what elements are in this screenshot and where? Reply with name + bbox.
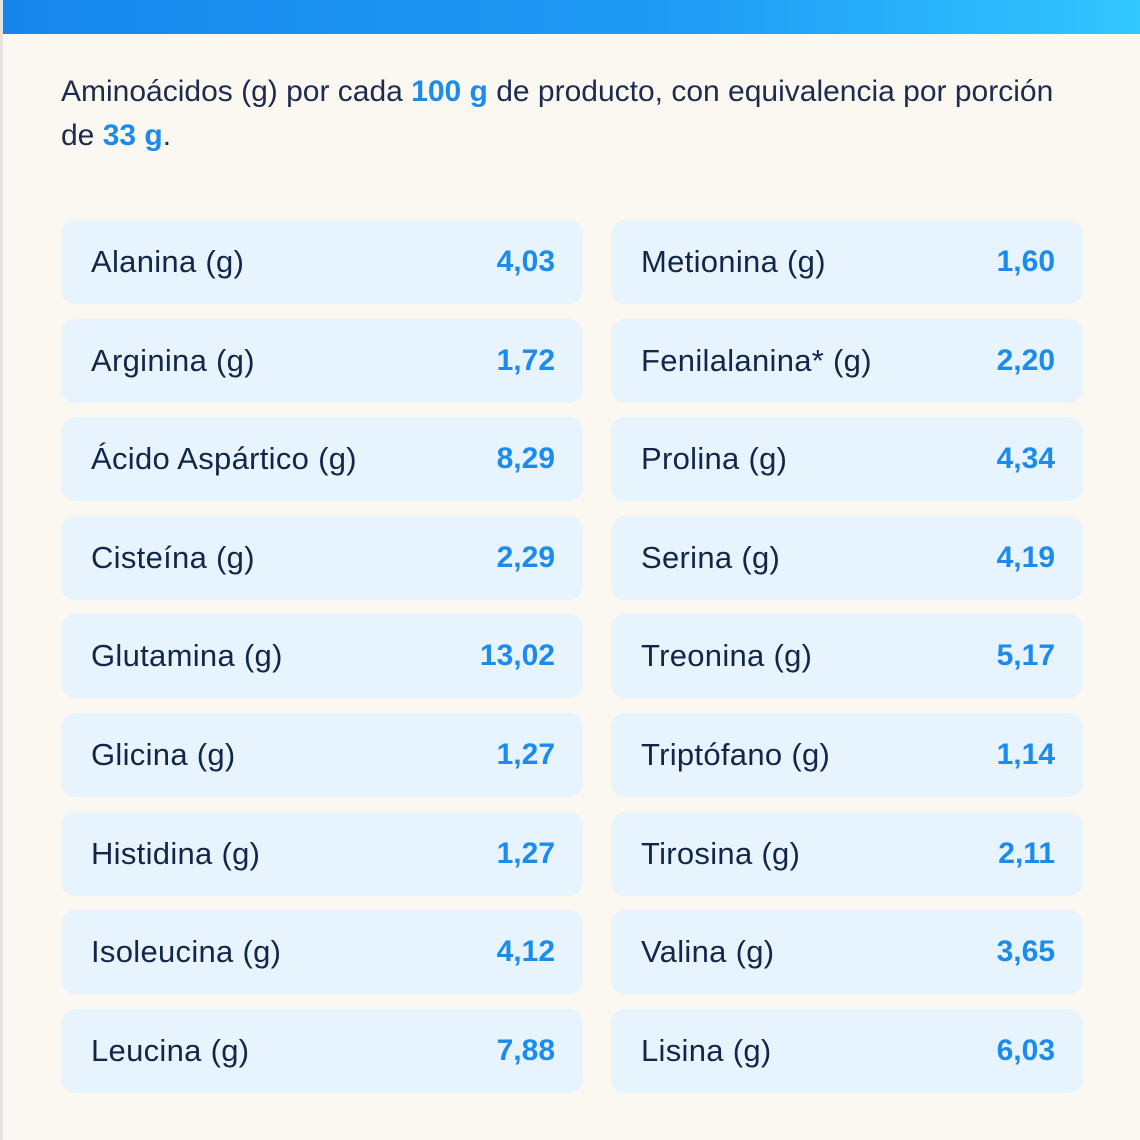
nutrient-card: Serina (g) 4,19 [611,515,1083,600]
nutrient-card: Arginina (g) 1,72 [61,318,583,403]
nutrient-label: Leucina (g) [91,1032,250,1068]
intro: Aminoácidos (g) por cada 100 g de produc… [61,70,1071,158]
nutrient-label: Arginina (g) [91,342,255,378]
column: Alanina (g) 4,03 Arginina (g) 1,72 Ácido Asp… [61,220,583,1093]
intro-text: . [162,119,172,152]
nutrient-label: Metionina (g) [641,244,826,279]
nutrient-label: Prolina (g) [641,441,788,477]
nutrient-label: Tirosina (g) [641,835,801,871]
nutrient-label: Glutamina (g) [91,638,283,674]
nutrient-card: Glutamina (g) 13,02 [61,614,583,699]
nutrient-label: Cisteína (g) [91,539,255,575]
nutrient-card: Leucina (g) 7,88 [61,1008,583,1093]
column: Metionina (g) 1,60 Fenilalanina* (g) 2,20 Pr… [611,220,1083,1093]
amino-grid: Alanina (g) 4,03 Arginina (g) 1,72 Ácido Asp… [61,220,1083,1093]
nutrient-value: 1,27 [496,737,555,771]
nutrient-card: Valina (g) 3,65 [611,910,1083,995]
intro-text: de producto, con equivalencia por porció… [61,75,1054,152]
nutrient-value: 8,29 [496,442,555,476]
nutrient-value: 6,03 [996,1033,1055,1067]
nutrient-value: 4,34 [996,442,1055,476]
nutrient-label: Triptófano (g) [641,736,831,772]
nutrient-label: Treonina (g) [641,638,813,674]
nutrient-card: Glicina (g) 1,27 [61,712,583,797]
nutrient-label: Histidina (g) [91,835,261,871]
nutrient-card: Ácido Aspártico (g) 8,29 [61,417,583,502]
nutrient-value: 13,02 [479,639,555,673]
nutrient-label: Glicina (g) [91,736,236,772]
nutrient-card: Lisina (g) 6,03 [611,1008,1083,1093]
nutrient-value: 1,60 [996,245,1055,278]
nutrient-card: Metionina (g) 1,60 [611,220,1083,304]
nutrient-card: Prolina (g) 4,34 [611,417,1083,502]
nutrient-label: Lisina (g) [641,1032,772,1068]
nutrient-value: 7,88 [496,1033,555,1067]
nutrient-value: 2,29 [496,540,555,574]
nutrient-value: 1,14 [996,737,1055,771]
nutrient-value: 4,19 [996,540,1055,574]
intro-highlight: 100 g [411,75,488,108]
nutrient-label: Fenilalanina* (g) [641,342,872,378]
top-bar [3,0,1140,34]
nutrient-label: Isoleucina (g) [91,934,282,970]
nutrient-value: 3,65 [996,935,1055,969]
nutrient-card: Isoleucina (g) 4,12 [61,910,583,995]
nutrient-label: Alanina (g) [91,244,245,279]
nutrient-label: Valina (g) [641,934,775,970]
nutrient-value: 4,03 [496,245,555,278]
nutrient-value: 1,27 [496,836,555,870]
nutrient-card: Cisteína (g) 2,29 [61,515,583,600]
nutrient-card: Triptófano (g) 1,14 [611,712,1083,797]
nutrient-card: Tirosina (g) 2,11 [611,811,1083,896]
nutrient-value: 1,72 [496,343,555,377]
nutrient-card: Histidina (g) 1,27 [61,811,583,896]
nutrient-card: Fenilalanina* (g) 2,20 [611,318,1083,403]
nutrient-label: Ácido Aspártico (g) [91,441,357,477]
nutrient-value: 2,20 [996,343,1055,377]
nutrient-value: 4,12 [496,935,555,969]
intro-highlight: 33 g [102,119,163,152]
nutrient-label: Serina (g) [641,539,781,575]
nutrient-value: 5,17 [996,639,1055,673]
intro-text: Aminoácidos (g) por cada [61,75,412,108]
nutrient-card: Alanina (g) 4,03 [61,220,583,304]
nutrient-card: Treonina (g) 5,17 [611,614,1083,699]
nutrient-value: 2,11 [998,836,1055,870]
